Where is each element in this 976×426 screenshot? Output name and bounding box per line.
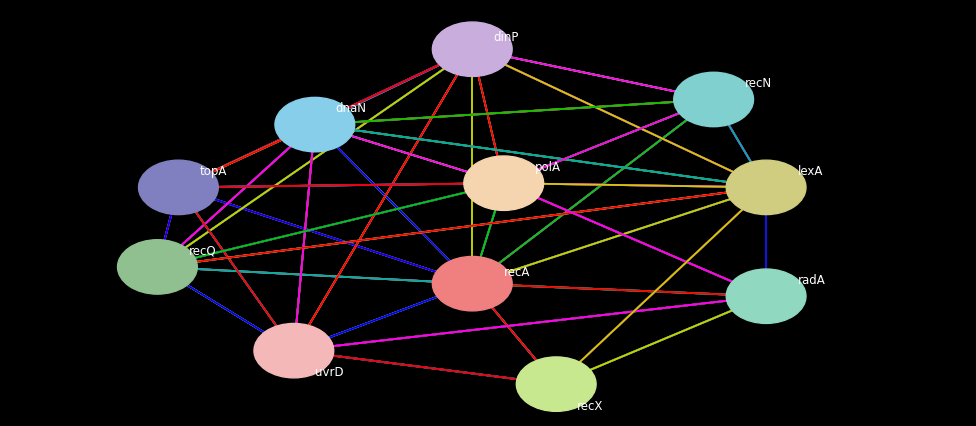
Text: recX: recX: [577, 399, 603, 412]
Text: topA: topA: [199, 165, 226, 178]
Text: radA: radA: [797, 273, 826, 286]
Ellipse shape: [139, 161, 219, 215]
Text: polA: polA: [535, 161, 561, 173]
Text: lexA: lexA: [797, 165, 823, 178]
Text: dnaN: dnaN: [336, 102, 367, 115]
Ellipse shape: [432, 23, 512, 77]
Ellipse shape: [726, 161, 806, 215]
Ellipse shape: [117, 240, 197, 294]
Text: recA: recA: [504, 265, 530, 278]
Text: recN: recN: [745, 77, 772, 90]
Ellipse shape: [516, 357, 596, 412]
Ellipse shape: [432, 257, 512, 311]
Ellipse shape: [254, 324, 334, 378]
Ellipse shape: [726, 269, 806, 324]
Ellipse shape: [275, 98, 354, 153]
Ellipse shape: [464, 157, 544, 211]
Text: dinP: dinP: [493, 31, 518, 44]
Text: recQ: recQ: [189, 244, 217, 257]
Ellipse shape: [673, 73, 753, 127]
Text: uvrD: uvrD: [315, 365, 344, 378]
